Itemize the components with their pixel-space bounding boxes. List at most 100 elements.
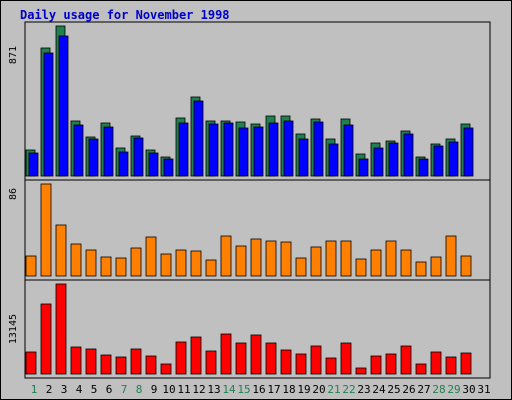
x-tick-label-day-6: 6 — [106, 383, 113, 396]
bar-panel2-series1-day-18 — [280, 241, 292, 277]
ymax-label-3: 13145 — [8, 314, 19, 344]
x-tick-label-day-22: 22 — [342, 383, 355, 396]
bar-panel2-series1-day-24 — [370, 249, 382, 277]
bar-panel3-series1-day-20 — [310, 345, 322, 375]
bar-panel2-series1-day-7 — [115, 257, 127, 277]
bar-panel3-series1-day-30 — [460, 352, 472, 375]
bar-panel2-series1-day-5 — [85, 249, 97, 277]
x-tick-label-day-15: 15 — [237, 383, 250, 396]
bar-panel3-series1-day-24 — [370, 355, 382, 375]
x-tick-label-day-11: 11 — [177, 383, 190, 396]
bar-panel2-series1-day-22 — [340, 240, 352, 277]
x-tick-label-day-3: 3 — [61, 383, 68, 396]
chart-title: Daily usage for November 1998 — [20, 8, 230, 22]
bar-panel1-series2-day-5 — [88, 138, 99, 177]
bar-panel1-series2-day-2 — [43, 52, 54, 177]
bar-panel1-series2-day-20 — [313, 121, 324, 177]
bar-panel1-series2-day-13 — [208, 123, 219, 177]
x-tick-label-day-4: 4 — [76, 383, 83, 396]
bar-panel2-series1-day-10 — [160, 253, 172, 277]
x-tick-label-day-21: 21 — [327, 383, 340, 396]
bar-panel1-series2-day-24 — [373, 147, 384, 177]
bar-panel3-series1-day-5 — [85, 348, 97, 375]
x-tick-label-day-30: 30 — [462, 383, 475, 396]
x-tick-label-day-26: 26 — [402, 383, 415, 396]
bar-panel3-series1-day-11 — [175, 341, 187, 375]
bar-panel1-series2-day-22 — [343, 124, 354, 177]
bar-panel2-series1-day-21 — [325, 240, 337, 277]
bar-panel3-series1-day-27 — [415, 363, 427, 375]
bar-panel1-series2-day-29 — [448, 141, 459, 177]
bar-panel3-series1-day-22 — [340, 342, 352, 375]
bar-panel3-series1-day-4 — [70, 346, 82, 375]
bar-panel2-series1-day-20 — [310, 246, 322, 277]
bar-panel3-series1-day-18 — [280, 349, 292, 375]
bar-panel1-series2-day-11 — [178, 122, 189, 177]
bar-panel3-series1-day-1 — [25, 351, 37, 375]
bar-panel3-series1-day-6 — [100, 354, 112, 375]
x-tick-label-day-10: 10 — [162, 383, 175, 396]
bar-panel1-series2-day-19 — [298, 138, 309, 177]
bar-panel2-series1-day-19 — [295, 257, 307, 277]
bar-panel2-series1-day-28 — [430, 256, 442, 277]
bar-panel1-series2-day-23 — [358, 158, 369, 177]
bar-panel1-series2-day-28 — [433, 145, 444, 177]
bar-panel1-series2-day-9 — [148, 152, 159, 177]
bar-panel1-series2-day-7 — [118, 151, 129, 177]
x-tick-label-day-13: 13 — [207, 383, 220, 396]
x-tick-label-day-25: 25 — [387, 383, 400, 396]
bar-panel3-series1-day-10 — [160, 363, 172, 375]
bar-panel3-series1-day-3 — [55, 283, 67, 375]
bar-panel3-series1-day-15 — [235, 342, 247, 375]
bar-panel1-series2-day-26 — [403, 133, 414, 177]
x-tick-label-day-24: 24 — [372, 383, 386, 396]
bar-panel1-series2-day-27 — [418, 158, 429, 177]
bar-panel3-series1-day-23 — [355, 367, 367, 375]
x-tick-label-day-31: 31 — [477, 383, 490, 396]
ymax-label-1: 871 — [8, 46, 19, 64]
x-tick-label-day-5: 5 — [91, 383, 98, 396]
x-tick-label-day-27: 27 — [417, 383, 430, 396]
bar-panel2-series1-day-17 — [265, 240, 277, 277]
bar-panel1-series2-day-8 — [133, 137, 144, 177]
bar-panel3-series1-day-28 — [430, 351, 442, 375]
bar-panel3-series1-day-7 — [115, 356, 127, 375]
bar-panel3-series1-day-19 — [295, 353, 307, 375]
x-tick-label-day-28: 28 — [432, 383, 445, 396]
bar-panel2-series1-day-11 — [175, 249, 187, 277]
x-tick-label-day-9: 9 — [151, 383, 158, 396]
x-tick-label-day-7: 7 — [121, 383, 128, 396]
bar-panel1-series2-day-3 — [58, 35, 69, 177]
bar-panel2-series1-day-29 — [445, 235, 457, 277]
bar-panel2-series1-day-9 — [145, 236, 157, 277]
x-tick-label-day-29: 29 — [447, 383, 460, 396]
bar-panel2-series1-day-2 — [40, 183, 52, 277]
x-tick-label-day-20: 20 — [312, 383, 325, 396]
bar-panel2-series1-day-25 — [385, 240, 397, 277]
x-tick-label-day-16: 16 — [252, 383, 265, 396]
x-tick-label-day-1: 1 — [31, 383, 38, 396]
bar-panel1-series2-day-16 — [253, 126, 264, 177]
bar-panel3-series1-day-25 — [385, 353, 397, 375]
bar-panel2-series1-day-4 — [70, 243, 82, 277]
bar-panel3-series1-day-9 — [145, 355, 157, 375]
bar-panel3-series1-day-12 — [190, 336, 202, 375]
x-tick-label-day-12: 12 — [192, 383, 205, 396]
bar-panel1-series2-day-10 — [163, 158, 174, 177]
ymax-label-2: 86 — [8, 188, 19, 200]
bar-panel2-series1-day-3 — [55, 224, 67, 277]
x-tick-label-day-14: 14 — [222, 383, 236, 396]
bar-panel3-series1-day-2 — [40, 303, 52, 375]
bar-panel2-series1-day-23 — [355, 258, 367, 277]
bar-panel2-series1-day-1 — [25, 255, 37, 277]
bar-panel3-series1-day-21 — [325, 357, 337, 375]
x-tick-label-day-2: 2 — [46, 383, 53, 396]
bar-panel1-series2-day-12 — [193, 100, 204, 177]
bar-panel2-series1-day-12 — [190, 250, 202, 277]
bar-panel2-series1-day-30 — [460, 255, 472, 277]
bar-panel2-series1-day-6 — [100, 256, 112, 277]
x-tick-label-day-17: 17 — [267, 383, 280, 396]
x-tick-label-day-8: 8 — [136, 383, 143, 396]
bar-panel2-series1-day-15 — [235, 245, 247, 277]
